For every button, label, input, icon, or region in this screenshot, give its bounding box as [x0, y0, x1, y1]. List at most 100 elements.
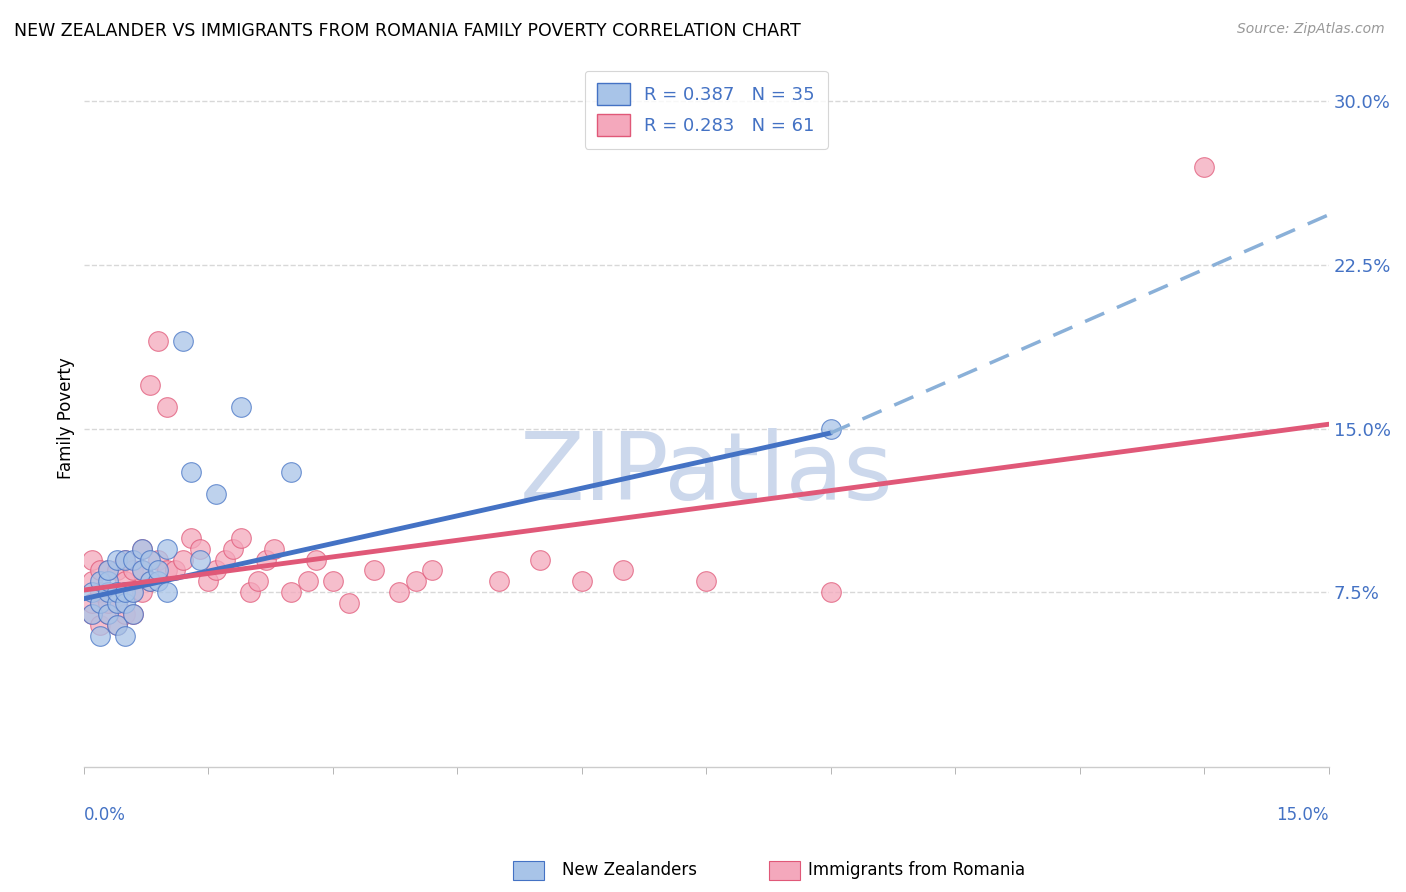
Point — [139, 552, 162, 566]
Point — [114, 552, 136, 566]
Point — [131, 541, 153, 556]
Point — [337, 596, 360, 610]
Point — [139, 574, 162, 589]
Point — [571, 574, 593, 589]
Point — [205, 564, 228, 578]
Point — [297, 574, 319, 589]
Point — [122, 564, 145, 578]
Point — [80, 552, 103, 566]
Point — [148, 564, 170, 578]
Point — [97, 564, 120, 578]
Point — [1192, 160, 1215, 174]
Point — [114, 585, 136, 599]
Point — [80, 585, 103, 599]
Point — [155, 541, 177, 556]
Text: 15.0%: 15.0% — [1277, 806, 1329, 824]
Point — [180, 531, 202, 545]
Point — [89, 618, 111, 632]
Point — [612, 564, 634, 578]
Point — [363, 564, 385, 578]
Point — [205, 487, 228, 501]
Point — [131, 585, 153, 599]
Point — [155, 400, 177, 414]
Point — [105, 596, 128, 610]
Point — [420, 564, 443, 578]
Point — [188, 552, 211, 566]
Point — [122, 585, 145, 599]
Point — [280, 585, 302, 599]
Point — [820, 421, 842, 435]
Point — [105, 585, 128, 599]
Point — [122, 585, 145, 599]
Text: ZIPatlas: ZIPatlas — [519, 427, 893, 519]
Point — [214, 552, 236, 566]
Point — [172, 552, 194, 566]
Point — [114, 574, 136, 589]
Point — [105, 564, 128, 578]
Point — [388, 585, 411, 599]
Point — [131, 564, 153, 578]
Point — [405, 574, 427, 589]
Point — [155, 564, 177, 578]
Point — [97, 564, 120, 578]
Point — [89, 596, 111, 610]
Point — [114, 629, 136, 643]
Point — [97, 585, 120, 599]
Point — [148, 574, 170, 589]
Point — [222, 541, 245, 556]
Point — [305, 552, 328, 566]
Point — [246, 574, 269, 589]
Point — [263, 541, 285, 556]
Point — [114, 585, 136, 599]
Y-axis label: Family Poverty: Family Poverty — [58, 357, 75, 478]
Text: New Zealanders: New Zealanders — [562, 861, 697, 879]
Point — [105, 585, 128, 599]
Point — [105, 552, 128, 566]
Point — [97, 596, 120, 610]
Point — [114, 607, 136, 621]
Point — [148, 334, 170, 349]
Point — [97, 607, 120, 621]
Point — [105, 618, 128, 632]
Point — [97, 574, 120, 589]
Point — [122, 607, 145, 621]
Point — [180, 465, 202, 479]
Point — [114, 596, 136, 610]
Point — [89, 629, 111, 643]
Point — [238, 585, 260, 599]
Legend: R = 0.387   N = 35, R = 0.283   N = 61: R = 0.387 N = 35, R = 0.283 N = 61 — [585, 70, 828, 149]
Point — [97, 585, 120, 599]
Point — [231, 400, 253, 414]
Text: NEW ZEALANDER VS IMMIGRANTS FROM ROMANIA FAMILY POVERTY CORRELATION CHART: NEW ZEALANDER VS IMMIGRANTS FROM ROMANIA… — [14, 22, 801, 40]
Point — [80, 574, 103, 589]
Point — [172, 334, 194, 349]
Text: 0.0%: 0.0% — [83, 806, 125, 824]
Point — [820, 585, 842, 599]
Point — [80, 607, 103, 621]
Point — [131, 541, 153, 556]
Point — [105, 596, 128, 610]
Point — [122, 607, 145, 621]
Point — [155, 585, 177, 599]
Point — [139, 378, 162, 392]
Point — [188, 541, 211, 556]
Text: Immigrants from Romania: Immigrants from Romania — [808, 861, 1025, 879]
Point — [529, 552, 551, 566]
Point — [280, 465, 302, 479]
Point — [89, 564, 111, 578]
Point — [89, 585, 111, 599]
Point — [105, 618, 128, 632]
Point — [488, 574, 510, 589]
Point — [139, 574, 162, 589]
Text: Source: ZipAtlas.com: Source: ZipAtlas.com — [1237, 22, 1385, 37]
Point — [131, 564, 153, 578]
Point — [80, 596, 103, 610]
Point — [122, 552, 145, 566]
Point — [695, 574, 717, 589]
Point — [97, 607, 120, 621]
Point — [163, 564, 186, 578]
Point — [148, 552, 170, 566]
Point — [89, 574, 111, 589]
Point — [197, 574, 219, 589]
Point — [89, 596, 111, 610]
